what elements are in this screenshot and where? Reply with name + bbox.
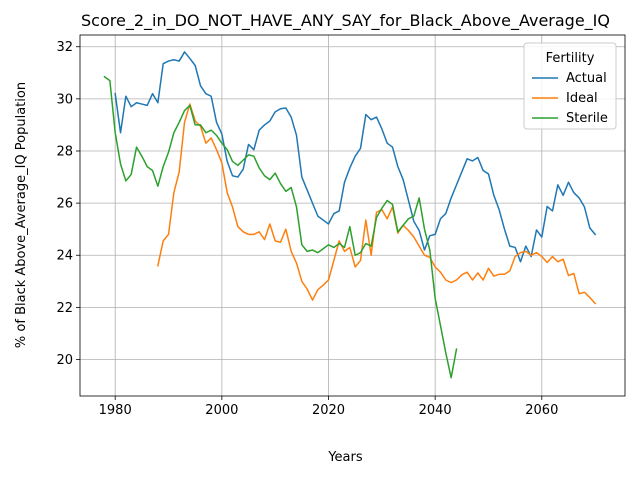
y-tick-label: 28 — [56, 144, 73, 159]
legend: Fertility Actual Ideal Sterile — [523, 42, 617, 130]
x-tick-label: 2020 — [312, 403, 345, 418]
y-tick-label: 26 — [56, 197, 73, 212]
plot-area-frame — [79, 34, 626, 397]
legend-title: Fertility — [546, 51, 595, 66]
x-tick-label: 2000 — [205, 403, 238, 418]
legend-box — [523, 42, 617, 130]
y-tick-label: 32 — [56, 40, 73, 55]
y-tick-label: 20 — [56, 353, 73, 368]
chart-title: Score_2_in_DO_NOT_HAVE_ANY_SAY_for_Black… — [81, 11, 610, 31]
legend-label-sterile: Sterile — [566, 111, 608, 126]
x-axis-label: Years — [327, 450, 363, 465]
legend-label-ideal: Ideal — [566, 91, 598, 106]
x-tick-label: 2040 — [419, 403, 452, 418]
legend-items: Actual Ideal Sterile — [532, 71, 608, 126]
y-tick-label: 22 — [56, 301, 73, 316]
legend-label-actual: Actual — [566, 71, 607, 86]
y-tick-label: 30 — [56, 92, 73, 107]
series-line-ideal — [156, 103, 597, 305]
series-lines — [103, 51, 597, 379]
series-line-sterile — [103, 75, 458, 379]
y-tick-label: 24 — [56, 249, 73, 264]
x-tick-label: 2060 — [525, 403, 558, 418]
y-axis-label: % of Black Above_Average_IQ Population — [14, 82, 29, 348]
x-tick-label: 1980 — [99, 403, 132, 418]
series-line-actual — [114, 51, 597, 263]
axis-ticks: 1980 2000 2020 2040 2060 20 22 24 26 28 30 32 — [56, 40, 558, 418]
